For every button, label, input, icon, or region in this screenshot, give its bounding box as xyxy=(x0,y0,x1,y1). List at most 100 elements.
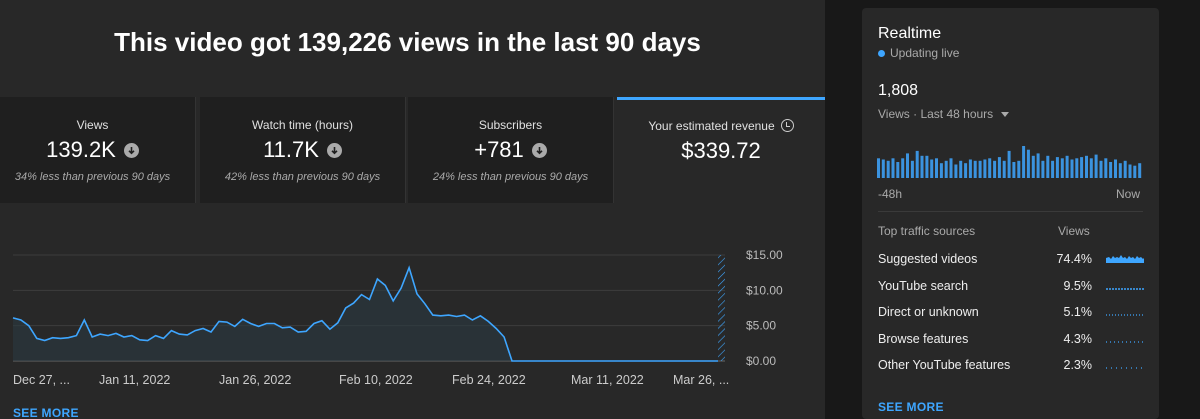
realtime-bar xyxy=(1109,162,1113,178)
views-column-header: Views xyxy=(1058,224,1090,238)
realtime-bar xyxy=(896,162,900,178)
y-tick-label: $5.00 xyxy=(746,319,776,333)
realtime-bar xyxy=(978,160,982,178)
x-tick-label: Feb 24, 2022 xyxy=(452,373,526,387)
traffic-source-pct: 5.1% xyxy=(1063,305,1093,319)
realtime-bar xyxy=(901,158,905,178)
realtime-bar xyxy=(1128,164,1132,178)
realtime-bar xyxy=(906,153,909,178)
bar-axis-start: -48h xyxy=(878,187,903,201)
traffic-source-name: Other YouTube features xyxy=(878,358,1011,372)
live-dot-icon xyxy=(878,49,885,57)
realtime-bar xyxy=(959,160,963,178)
realtime-bar xyxy=(920,155,924,178)
realtime-bar xyxy=(1118,163,1122,178)
metric-card-views[interactable]: Views 139.2K 34% less than previous 90 d… xyxy=(0,97,196,203)
revenue-area xyxy=(13,267,718,361)
realtime-bar xyxy=(983,159,987,178)
arrow-down-icon xyxy=(123,142,139,158)
realtime-bar-chart xyxy=(877,146,1142,178)
card-label: Views xyxy=(76,118,109,132)
realtime-bar xyxy=(910,160,914,178)
realtime-bar xyxy=(954,164,958,178)
traffic-sparkline xyxy=(1106,341,1144,343)
card-value: $339.72 xyxy=(681,138,761,163)
realtime-bar xyxy=(1031,155,1035,178)
realtime-bar xyxy=(881,159,885,178)
realtime-bar xyxy=(1007,150,1011,178)
realtime-view-count: 1,808 xyxy=(878,82,919,99)
realtime-panel: Realtime Updating live 1,808 Views · Las… xyxy=(862,8,1159,419)
realtime-see-more-link[interactable]: SEE MORE xyxy=(878,400,944,414)
traffic-row-direct: Direct or unknown 5.1% xyxy=(878,305,1144,325)
realtime-bar xyxy=(886,160,890,178)
realtime-bar xyxy=(1133,165,1137,178)
divider xyxy=(878,211,1143,212)
card-label: Your estimated revenue xyxy=(648,119,775,133)
x-tick-label: Jan 11, 2022 xyxy=(99,373,170,387)
realtime-bar xyxy=(968,159,972,178)
x-tick-label: Jan 26, 2022 xyxy=(219,373,291,387)
metric-card-subscribers[interactable]: Subscribers +781 24% less than previous … xyxy=(408,97,614,203)
traffic-source-pct: 74.4% xyxy=(1056,252,1092,266)
realtime-bar xyxy=(988,158,992,178)
realtime-bar xyxy=(915,150,919,178)
realtime-bar xyxy=(925,155,929,178)
traffic-source-name: Suggested videos xyxy=(878,252,978,266)
realtime-bar xyxy=(877,158,880,178)
realtime-bar xyxy=(1065,155,1069,178)
card-value: +781 xyxy=(474,137,524,162)
realtime-bar xyxy=(939,163,943,178)
x-tick-label: Dec 27, ... xyxy=(13,373,70,387)
traffic-sparkline xyxy=(1106,255,1144,263)
traffic-row-other: Other YouTube features 2.3% xyxy=(878,358,1144,378)
realtime-bar xyxy=(1046,155,1050,178)
period-dropdown[interactable]: Views · Last 48 hours xyxy=(878,107,1010,121)
traffic-source-name: YouTube search xyxy=(878,279,969,293)
metric-card-revenue[interactable]: Your estimated revenue $339.72 xyxy=(617,97,825,203)
realtime-bar xyxy=(993,160,997,178)
y-tick-label: $0.00 xyxy=(746,354,776,368)
realtime-bar xyxy=(1036,153,1040,178)
realtime-bar xyxy=(1104,158,1108,178)
clock-icon xyxy=(780,119,794,132)
traffic-source-name: Direct or unknown xyxy=(878,305,979,319)
revenue-chart: $15.00 $10.00 $5.00 $0.00 Dec 27, ... Jan 11… xyxy=(12,248,783,387)
realtime-bar xyxy=(1094,154,1098,178)
realtime-bar xyxy=(1089,158,1093,178)
x-tick-label: Mar 11, 2022 xyxy=(571,373,644,387)
y-tick-label: $15.00 xyxy=(746,248,783,262)
realtime-bar xyxy=(1085,155,1088,178)
realtime-bar xyxy=(1041,160,1045,178)
realtime-bar xyxy=(1051,160,1055,178)
revenue-line xyxy=(12,265,718,362)
realtime-bar xyxy=(1099,160,1103,178)
see-more-link[interactable]: SEE MORE xyxy=(13,406,79,419)
realtime-bar xyxy=(1022,146,1026,178)
metric-card-watch-time[interactable]: Watch time (hours) 11.7K 42% less than p… xyxy=(200,97,406,203)
traffic-sparkline xyxy=(1106,288,1144,290)
realtime-bar xyxy=(1012,162,1016,178)
realtime-bar xyxy=(1060,158,1064,178)
realtime-bar xyxy=(964,163,968,178)
realtime-bar xyxy=(1138,163,1142,178)
realtime-title: Realtime xyxy=(878,25,942,42)
traffic-source-pct: 4.3% xyxy=(1063,332,1093,346)
x-tick-label: Mar 26, ... xyxy=(673,373,729,387)
arrow-down-icon xyxy=(326,142,342,158)
traffic-sparkline xyxy=(1106,314,1144,316)
realtime-bar xyxy=(1026,149,1030,178)
period-label: Views · Last 48 hours xyxy=(878,107,994,121)
traffic-sources-header: Top traffic sources xyxy=(878,224,976,238)
traffic-sparkline xyxy=(1106,367,1144,369)
card-label: Subscribers xyxy=(478,118,543,132)
realtime-bar xyxy=(1070,159,1074,178)
realtime-bar xyxy=(1075,158,1079,178)
traffic-row-browse: Browse features 4.3% xyxy=(878,332,1144,352)
arrow-down-icon xyxy=(531,142,547,158)
card-value: 11.7K xyxy=(263,137,319,162)
realtime-bar xyxy=(1017,160,1021,178)
realtime-bar xyxy=(1080,157,1084,178)
live-status: Updating live xyxy=(890,46,960,60)
traffic-source-pct: 2.3% xyxy=(1063,358,1093,372)
